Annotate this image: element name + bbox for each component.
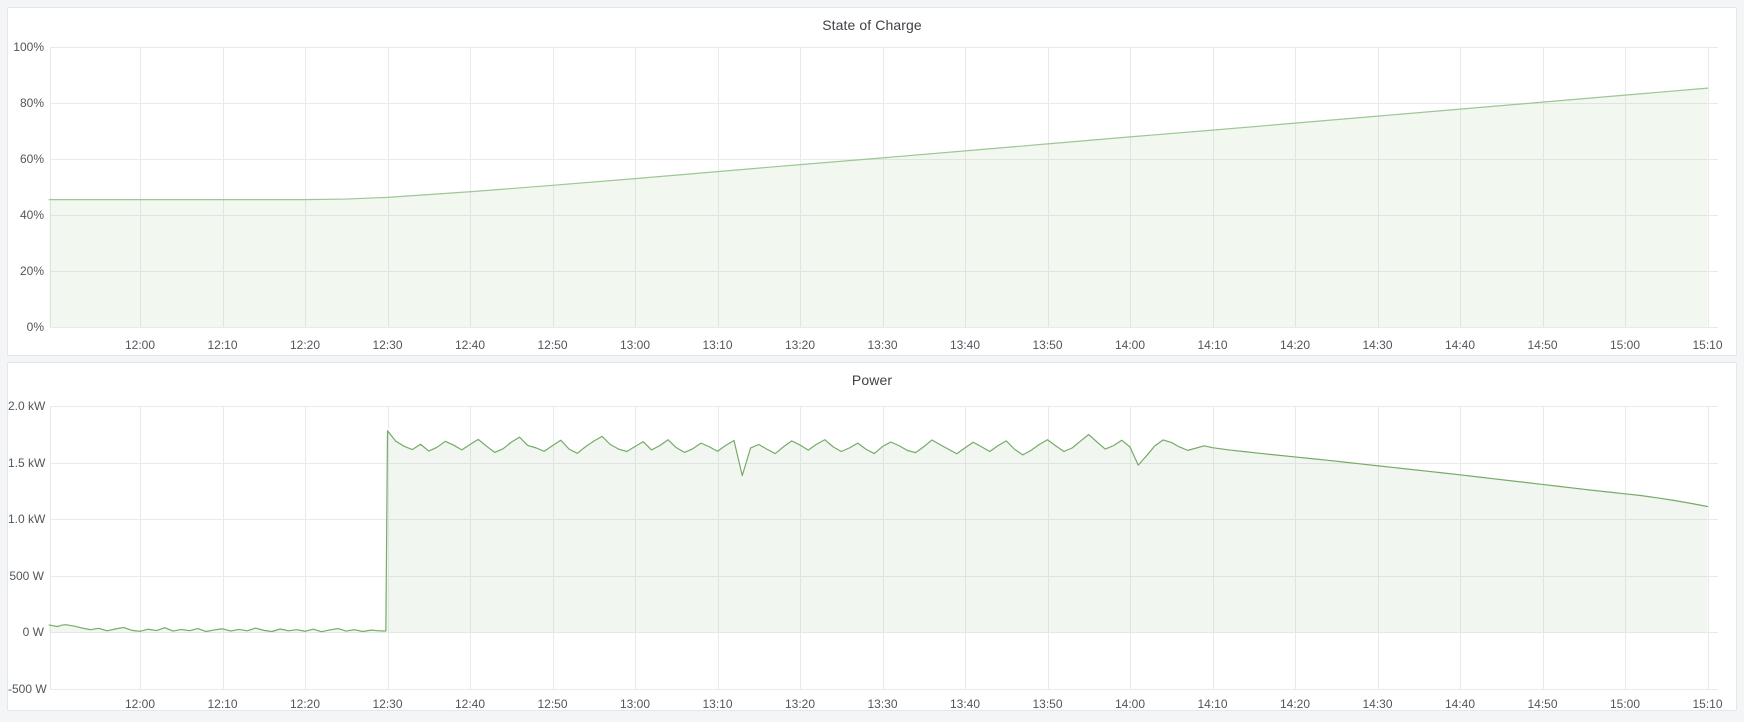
y-axis-tick-label: 500 W xyxy=(9,568,44,583)
x-axis-tick-label: 13:30 xyxy=(867,697,898,711)
x-axis-tick-label: 12:30 xyxy=(372,338,403,352)
y-axis-tick-label: 1.5 kW xyxy=(8,455,46,470)
state-of-charge-plot-area[interactable]: 100% 80% 60% 40% 20% 0% 12:00 12:10 12:20 12:30 12… xyxy=(8,8,1736,355)
power-series-line xyxy=(48,430,1709,633)
x-axis-tick-label: 15:00 xyxy=(1609,338,1641,352)
y-axis-tick-label: 0% xyxy=(26,320,44,334)
x-axis-tick-label: 12:10 xyxy=(207,338,238,352)
x-axis-tick-label: 14:30 xyxy=(1362,338,1393,352)
x-axis-tick-label: 15:00 xyxy=(1609,697,1641,711)
x-axis-tick-label: 15:10 xyxy=(1692,697,1723,711)
panel-title-state-of-charge[interactable]: State of Charge xyxy=(822,17,922,33)
power-chart-svg xyxy=(48,406,1718,690)
y-axis-tick-label: -500 W xyxy=(8,682,47,696)
x-axis-tick-label: 12:00 xyxy=(124,338,156,352)
x-axis-tick-label: 12:20 xyxy=(289,338,321,352)
state-of-charge-chart-svg xyxy=(48,47,1718,328)
x-axis-tick-label: 13:50 xyxy=(1032,338,1063,352)
x-axis-tick-label: 14:00 xyxy=(1114,697,1146,711)
x-axis-tick-label: 14:40 xyxy=(1444,338,1476,352)
x-axis-tick-label: 12:50 xyxy=(537,697,568,711)
power-series-fill xyxy=(49,430,1708,633)
x-axis-tick-label: 14:00 xyxy=(1114,338,1146,352)
x-axis-tick-label: 14:30 xyxy=(1362,697,1393,711)
x-axis-tick-label: 14:50 xyxy=(1527,338,1558,352)
x-axis-tick-label: 12:30 xyxy=(372,697,403,711)
panel-state-of-charge: State of Charge 100% 80% 60% 40% 20% 0% 12:00 1… xyxy=(7,7,1737,356)
y-axis-tick-label: 2.0 kW xyxy=(8,399,46,413)
x-axis-tick-label: 13:20 xyxy=(784,338,816,352)
y-axis-tick-label: 40% xyxy=(19,208,44,222)
x-axis-tick-label: 14:10 xyxy=(1197,338,1228,352)
state-of-charge-series-line xyxy=(48,87,1709,201)
x-axis-tick-label: 14:10 xyxy=(1197,697,1228,711)
x-axis-tick-label: 13:50 xyxy=(1032,697,1063,711)
x-axis-tick-label: 13:40 xyxy=(949,697,981,711)
x-axis-tick-label: 13:00 xyxy=(619,338,651,352)
x-axis-tick-label: 12:50 xyxy=(537,338,568,352)
x-axis-tick-label: 12:00 xyxy=(124,697,156,711)
x-axis-tick-label: 14:40 xyxy=(1444,697,1476,711)
x-axis-tick-label: 14:50 xyxy=(1527,697,1558,711)
x-axis-tick-label: 12:40 xyxy=(454,697,486,711)
x-axis-tick-label: 12:40 xyxy=(454,338,486,352)
panel-title-power[interactable]: Power xyxy=(851,372,893,388)
y-axis-tick-label: 20% xyxy=(19,264,44,278)
y-axis-tick-label: 0 W xyxy=(22,625,44,640)
x-axis-tick-label: 13:10 xyxy=(702,697,733,711)
x-axis-tick-label: 15:10 xyxy=(1692,338,1723,352)
x-axis-tick-label: 14:20 xyxy=(1279,338,1311,352)
x-axis-tick-label: 13:20 xyxy=(784,697,816,711)
power-plot-area[interactable]: 2.0 kW 1.5 kW 1.0 kW 500 W 0 W -500 W 12:00 12:… xyxy=(8,363,1736,711)
x-axis-tick-label: 13:40 xyxy=(949,338,981,352)
x-axis-tick-label: 14:20 xyxy=(1279,697,1311,711)
x-axis-tick-label: 12:20 xyxy=(289,697,321,711)
x-axis-tick-label: 13:00 xyxy=(619,697,651,711)
x-axis-tick-label: 13:30 xyxy=(867,338,898,352)
y-axis-tick-label: 1.0 kW xyxy=(8,512,46,527)
y-axis-tick-label: 80% xyxy=(19,96,44,110)
x-axis-tick-label: 12:10 xyxy=(207,697,238,711)
y-axis-tick-label: 60% xyxy=(19,152,44,166)
panel-power: Power 2.0 kW 1.5 kW 1.0 kW 500 W 0 W -500 W 12… xyxy=(7,362,1737,711)
x-axis-tick-label: 13:10 xyxy=(702,338,733,352)
state-of-charge-series-fill xyxy=(49,88,1708,327)
y-axis-tick-label: 100% xyxy=(13,40,44,54)
